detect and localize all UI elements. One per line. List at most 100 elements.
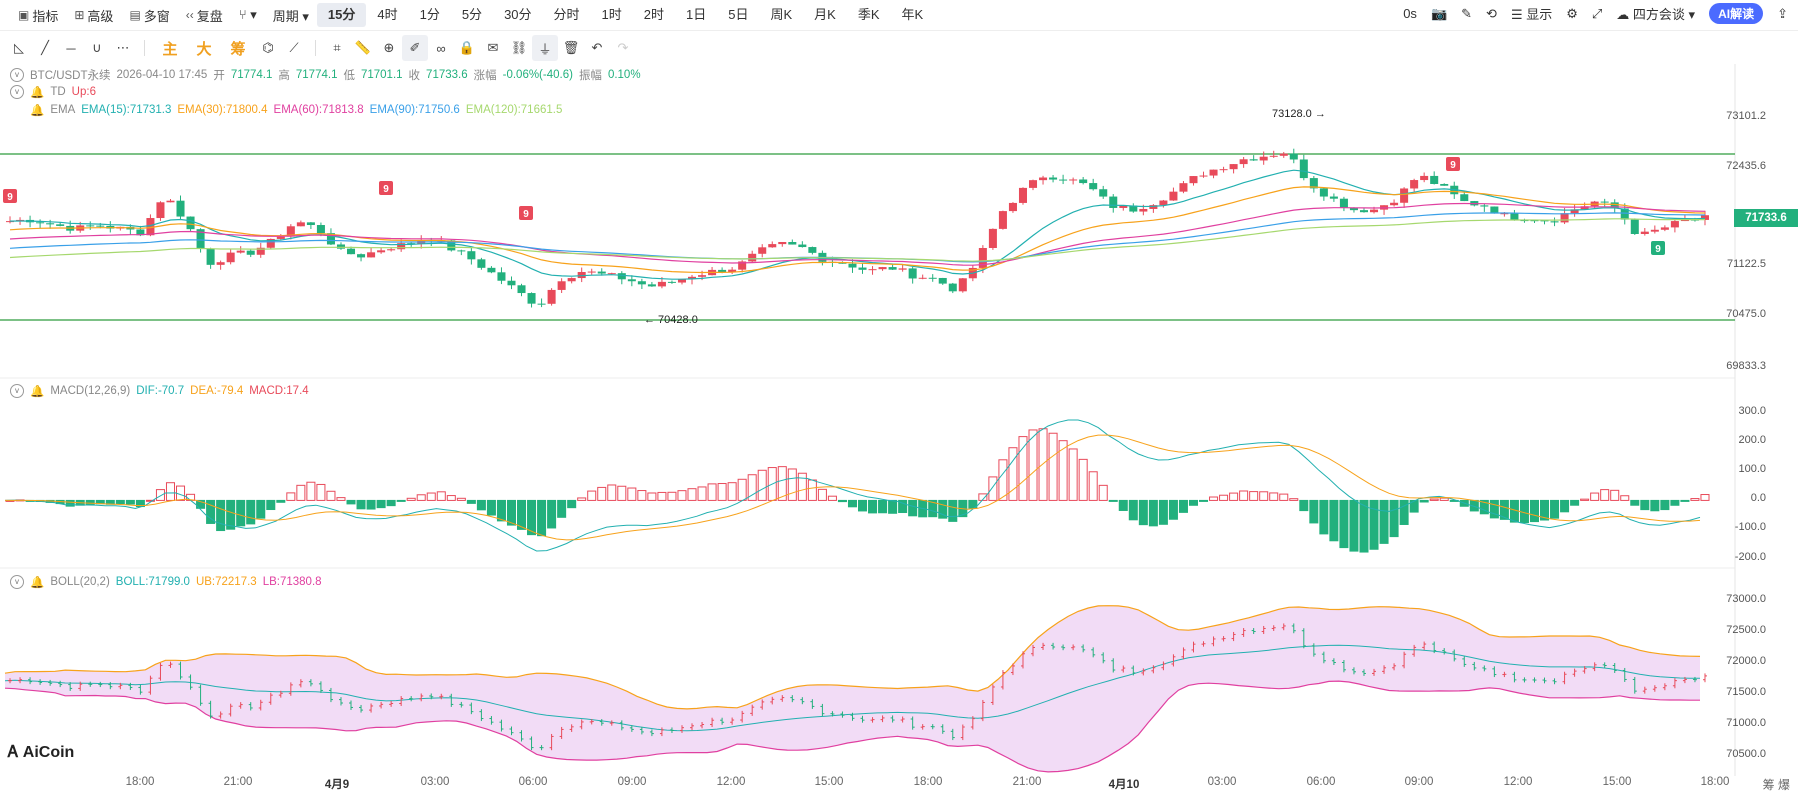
- redo-icon[interactable]: ↷: [617, 40, 629, 55]
- timeframe-tab[interactable]: 30分: [504, 7, 532, 22]
- macd-bar: [827, 495, 837, 501]
- trash-icon[interactable]: 🗑: [562, 40, 580, 55]
- bell-icon[interactable]: 🔔: [30, 87, 45, 99]
- ai-interpret-button[interactable]: AI解读: [1709, 3, 1764, 24]
- bell-icon[interactable]: 🔔: [30, 386, 45, 398]
- eraser-line-icon[interactable]: ⟋: [289, 40, 299, 55]
- crop-icon[interactable]: ⌗: [333, 40, 341, 55]
- bell-icon[interactable]: 🔔: [30, 105, 45, 117]
- brush-icon[interactable]: ✐: [402, 35, 428, 61]
- ema-value: EMA(60):71813.8: [273, 104, 364, 116]
- refresh-icon[interactable]: ⟲: [1486, 5, 1497, 21]
- macd-bar: [336, 497, 346, 501]
- logo-icon: Ꭺ: [8, 744, 19, 761]
- candle-body: [377, 250, 386, 253]
- bell-icon[interactable]: 🔔: [30, 577, 45, 589]
- macd-bar: [968, 499, 978, 509]
- timeframe-tab[interactable]: 季K: [857, 7, 880, 22]
- ruler-icon[interactable]: 📏: [354, 40, 372, 55]
- candle-body: [1259, 156, 1268, 161]
- candle-body: [637, 281, 646, 285]
- main-force-marker[interactable]: 主: [162, 40, 178, 58]
- magnet-icon[interactable]: ⌬: [262, 40, 274, 55]
- candle-body: [868, 269, 877, 271]
- macd-bar: [847, 499, 857, 508]
- macd-bar: [346, 499, 356, 505]
- timeframe-tab[interactable]: 1日: [686, 7, 707, 22]
- candle-body: [1560, 213, 1569, 223]
- undo-icon[interactable]: ↶: [591, 40, 603, 55]
- macd-bar: [1439, 497, 1449, 501]
- corner-labels[interactable]: 筹 爆: [1762, 778, 1790, 792]
- advanced-button[interactable]: ⊞ 高级: [66, 2, 121, 28]
- hline-tool-icon[interactable]: ─: [66, 40, 76, 56]
- timeframe-tab[interactable]: 分时: [553, 7, 580, 22]
- zoom-icon[interactable]: ⊕: [383, 40, 395, 55]
- td-name: TD: [50, 86, 66, 98]
- drawing-toolbar: ◺ ╱ ─ ∪ ⋯ 主 大 筹 ⌬ ⟋ ⌗ 📏 ⊕ ✐ ∞ 🔒 ✉ ⛓ ⏚ 🗑 …: [0, 32, 1798, 64]
- chips-marker[interactable]: 筹: [230, 40, 246, 58]
- theme-selector[interactable]: ☁ 四方会谈 ▾: [1616, 7, 1696, 22]
- link-icon[interactable]: ⛓: [510, 40, 528, 55]
- candle-body: [728, 269, 737, 273]
- share-icon[interactable]: ⇪: [1777, 5, 1788, 21]
- pen-icon[interactable]: ✎: [1461, 5, 1473, 21]
- curve-tool-icon[interactable]: ∪: [92, 40, 102, 55]
- macd-bar: [1209, 496, 1219, 501]
- timeframe-tab[interactable]: 2时: [643, 7, 665, 22]
- low-label: 低: [343, 70, 355, 82]
- collapse-icon[interactable]: v: [10, 575, 24, 589]
- timeframe-tab[interactable]: 15分: [316, 3, 367, 27]
- time-axis-label: 21:00: [223, 776, 253, 788]
- chart-type-dropdown[interactable]: ⑂ ▾: [238, 7, 257, 22]
- multiwindow-button[interactable]: ▤ 多窗: [121, 2, 177, 28]
- settings-icon[interactable]: ⚙: [1566, 5, 1578, 21]
- timeframe-tab[interactable]: 周K: [770, 7, 793, 22]
- candle-body: [1099, 189, 1108, 197]
- macd-bar: [1369, 499, 1379, 550]
- display-button[interactable]: ☰ 显示: [1510, 7, 1553, 22]
- more-tools-icon[interactable]: ⋯: [116, 40, 130, 55]
- binoculars-icon[interactable]: ∞: [436, 40, 446, 56]
- candle-body: [206, 248, 215, 265]
- camera-icon[interactable]: 📷: [1430, 5, 1448, 21]
- fullscreen-icon[interactable]: ⤢: [1591, 5, 1603, 21]
- filter-icon[interactable]: ⏚: [532, 35, 558, 61]
- period-dropdown[interactable]: 周期 ▾: [272, 8, 309, 24]
- macd-bar: [747, 474, 757, 501]
- timeframe-tab[interactable]: 5日: [728, 7, 749, 22]
- macd-bar: [707, 483, 717, 501]
- ema-line: [9, 202, 1706, 266]
- timeframe-tab[interactable]: 1分: [419, 7, 440, 22]
- dif-line: [4, 419, 1701, 552]
- boll-axis-label: 71000.0: [1726, 717, 1766, 729]
- timeframe-tab[interactable]: 月K: [814, 7, 836, 22]
- macd-bar: [65, 499, 75, 507]
- lock-icon[interactable]: 🔒: [458, 40, 476, 55]
- candle-body: [597, 271, 606, 274]
- time-axis-label: 09:00: [617, 776, 647, 788]
- collapse-icon[interactable]: v: [10, 85, 24, 99]
- ray-tool-icon[interactable]: ◺: [14, 40, 24, 55]
- td-legend: v 🔔 TD Up:6: [10, 85, 96, 99]
- macd-bar: [868, 499, 878, 514]
- candle-body: [718, 269, 727, 273]
- timeframe-tab[interactable]: 4时: [377, 7, 398, 22]
- timeframe-tab[interactable]: 年K: [901, 7, 924, 22]
- timeframe-tab[interactable]: 1时: [601, 7, 622, 22]
- timeframe-tab[interactable]: 5分: [461, 7, 483, 22]
- line-tool-icon[interactable]: ╱: [41, 40, 49, 55]
- note-icon[interactable]: ✉: [487, 40, 499, 55]
- macd-bar: [115, 499, 125, 505]
- time-axis-label: 09:00: [1404, 776, 1434, 788]
- indicator-button[interactable]: ▣ 指标: [10, 2, 66, 28]
- collapse-icon[interactable]: v: [10, 384, 24, 398]
- collapse-icon[interactable]: v: [10, 68, 24, 82]
- candle-body: [607, 273, 616, 275]
- ema-line: [9, 186, 1706, 274]
- change-value: -0.06%(-40.6): [502, 69, 573, 81]
- macd-bar: [1178, 499, 1188, 513]
- big-order-marker[interactable]: 大: [196, 40, 212, 58]
- replay-button[interactable]: ‹‹ 复盘: [178, 2, 231, 28]
